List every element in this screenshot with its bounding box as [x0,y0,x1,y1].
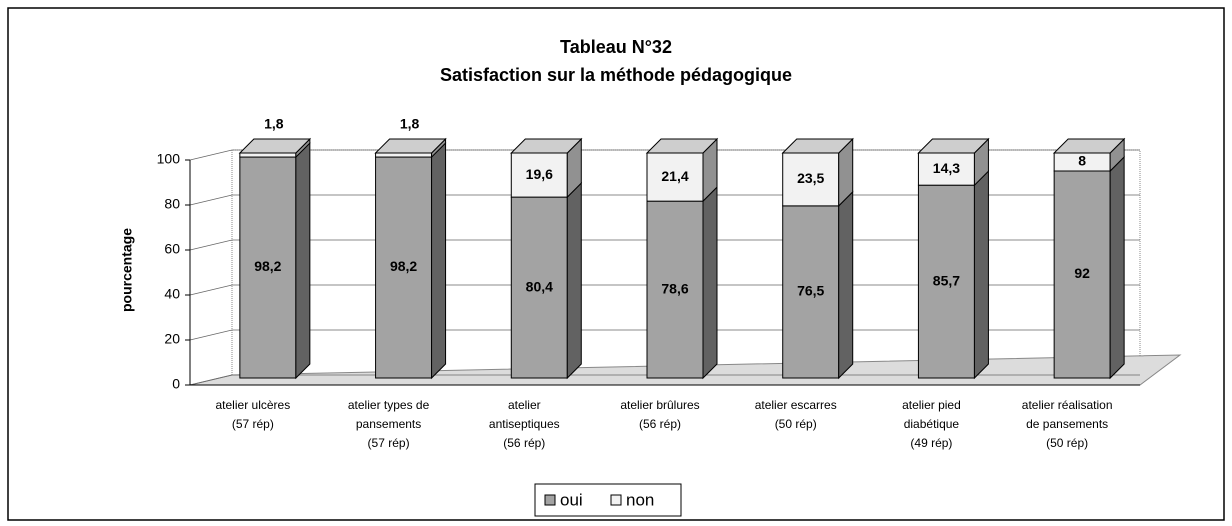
value-label: 21,4 [661,168,688,184]
value-label: 1,8 [264,116,284,132]
bar-side [702,185,718,380]
y-tick-label: 40 [164,286,180,302]
legend-box [534,483,682,517]
bar-top [510,138,583,154]
value-label: 85,7 [933,272,960,288]
bar-side [431,141,447,380]
bar-segment [510,196,568,379]
x-tick-label-line: atelier réalisation [1022,398,1113,412]
y-tick-label: 80 [164,196,180,212]
x-tick-label-line: (56 rép) [503,436,545,450]
value-label: 98,2 [390,258,417,274]
bar-top [238,138,312,154]
x-tick-label: atelier brûlures (56 rép) [620,398,699,431]
x-tick-label: atelier pied diabétique (49 rép) [902,398,961,450]
value-label: 19,6 [526,166,553,182]
x-tick-label-line: antiseptiques [489,417,560,431]
bar-segment [917,184,975,379]
y-tick-label: 100 [157,151,181,167]
bar-segment [375,156,433,379]
x-tick-label: atelier antiseptiques (56 rép) [489,398,560,450]
bar-segment [917,152,975,186]
bar-segment [646,152,704,202]
x-tick-label-line: (50 rép) [1046,436,1088,450]
bar-side [295,141,311,380]
bar-top [1052,138,1126,154]
y-axis-label: pourcentage [119,228,135,312]
x-tick-label: atelier réalisation de pansements (50 rép) [1022,398,1113,450]
y-tick-label: 20 [164,331,180,347]
x-tick-label-line: (56 rép) [639,417,681,431]
value-label: 1,8 [400,116,420,132]
x-tick-label-line: (49 rép) [910,436,952,450]
bar-top [645,138,719,154]
y-tick-label: 0 [172,376,180,392]
x-tick-label-line: atelier pied [902,398,961,412]
bar-segment [1053,170,1111,379]
legend-swatch [544,494,556,506]
bar-side [1109,155,1125,380]
value-label: 8 [1078,153,1086,169]
value-label: 23,5 [797,170,824,186]
chart-title: Tableau N°32 [560,37,672,57]
value-label: 92 [1074,265,1090,281]
bar-top [917,138,990,154]
x-tick-label: atelier ulcères (57 rép) [216,398,291,431]
bar-segment [510,152,568,198]
value-label: 98,2 [254,258,281,274]
bar-side [566,181,582,380]
x-tick-label-line: atelier ulcères [216,398,291,412]
x-tick-label-line: (57 rép) [368,436,410,450]
x-tick-label-line: pansements [356,417,421,431]
x-tick-label-line: de pansements [1026,417,1108,431]
bar-side [973,169,989,380]
bar-segment [239,152,297,158]
value-label: 80,4 [526,278,553,294]
chart-subtitle: Satisfaction sur la méthode pédagogique [440,65,792,85]
bar-segment [782,152,840,207]
legend-swatch [610,494,622,506]
x-tick-label-line: atelier [508,398,541,412]
bar-top [374,138,447,154]
legend-label: non [626,490,654,509]
x-tick-label-line: (50 rép) [775,417,817,431]
x-tick-label-line: diabétique [904,417,960,431]
value-label: 14,3 [933,160,960,176]
x-tick-label-line: atelier brûlures [620,398,699,412]
y-tick-label: 60 [164,241,180,257]
x-tick-label: atelier escarres (50 rép) [755,398,837,431]
bar-segment [782,205,840,379]
x-tick-label-line: atelier types de [348,398,430,412]
bar-top [781,138,854,154]
bar-segment [375,152,433,158]
value-label: 76,5 [797,283,824,299]
value-label: 78,6 [661,280,688,296]
legend-label: oui [560,490,583,509]
x-tick-label-line: atelier escarres [755,398,837,412]
bar-side [838,190,854,380]
x-tick-label-line: (57 rép) [232,417,274,431]
bar-segment [646,200,704,379]
x-tick-label: atelier types de pansements (57 rép) [348,398,430,450]
